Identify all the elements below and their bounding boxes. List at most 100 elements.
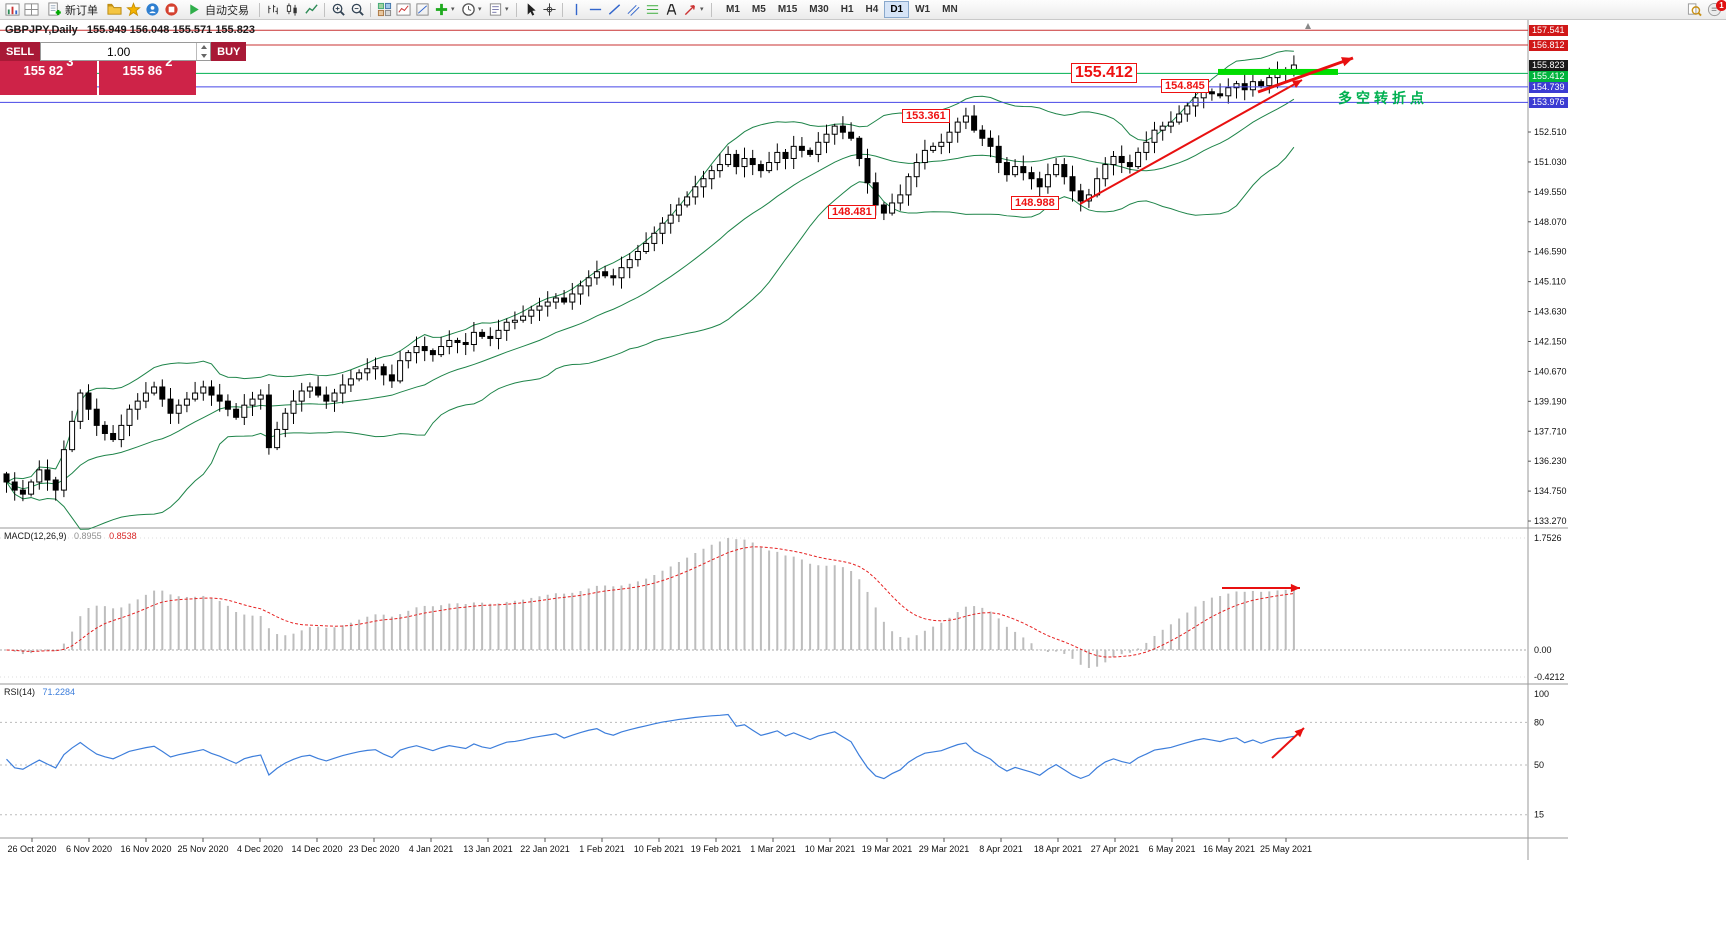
trendline-icon[interactable] bbox=[605, 2, 623, 18]
svg-text:134.750: 134.750 bbox=[1534, 486, 1567, 496]
volume-field bbox=[40, 42, 212, 61]
svg-text:1 Mar 2021: 1 Mar 2021 bbox=[750, 844, 796, 854]
svg-text:22 Jan 2021: 22 Jan 2021 bbox=[520, 844, 570, 854]
zoom-out-icon[interactable] bbox=[348, 2, 366, 18]
toolbar-right: 1 bbox=[1685, 0, 1726, 18]
bid-price[interactable]: 155 82 3 bbox=[0, 54, 97, 95]
volume-input[interactable] bbox=[41, 43, 197, 60]
svg-text:19 Mar 2021: 19 Mar 2021 bbox=[862, 844, 913, 854]
svg-text:80: 80 bbox=[1534, 717, 1544, 727]
community-icon[interactable] bbox=[143, 2, 161, 18]
hline-icon[interactable] bbox=[586, 2, 604, 18]
annotation-note: 多空转折点 bbox=[1338, 91, 1428, 107]
fibo-icon[interactable] bbox=[643, 2, 661, 18]
timeframe-m1[interactable]: M1 bbox=[726, 4, 740, 15]
toolbar-separator bbox=[370, 2, 371, 17]
price-annotation: 148.988 bbox=[1011, 196, 1059, 211]
axis-price-tag: 155.412 bbox=[1529, 70, 1568, 82]
zoom-in-icon[interactable] bbox=[329, 2, 347, 18]
svg-text:4 Jan 2021: 4 Jan 2021 bbox=[409, 844, 454, 854]
svg-text:15: 15 bbox=[1534, 810, 1544, 820]
axis-price-tag: 157.541 bbox=[1529, 24, 1568, 36]
bid-base: 155 82 bbox=[23, 63, 64, 78]
volume-stepper[interactable] bbox=[196, 43, 210, 60]
tile-windows-icon[interactable] bbox=[375, 2, 393, 18]
toolbar-separator bbox=[562, 2, 563, 17]
bars-chart-icon[interactable] bbox=[264, 2, 282, 18]
channel-icon[interactable] bbox=[624, 2, 642, 18]
chart-title: GBPJPY,Daily 155.949 156.048 155.571 155… bbox=[5, 24, 255, 36]
arrow-tools-icon[interactable] bbox=[681, 2, 699, 18]
autotrade-label: 自动交易 bbox=[205, 3, 249, 17]
cursor-icon[interactable] bbox=[521, 2, 539, 18]
volume-up-icon[interactable] bbox=[197, 43, 210, 52]
crosshair-icon[interactable] bbox=[540, 2, 558, 18]
add-indicator-icon[interactable] bbox=[432, 2, 450, 18]
svg-text:27 Apr 2021: 27 Apr 2021 bbox=[1091, 844, 1140, 854]
volume-down-icon[interactable] bbox=[197, 52, 210, 61]
period-icon[interactable] bbox=[459, 2, 477, 18]
svg-text:140.670: 140.670 bbox=[1534, 366, 1567, 376]
timeframe-mn[interactable]: MN bbox=[942, 4, 958, 15]
toolbar-separator bbox=[516, 2, 517, 17]
sell-button[interactable]: SELL bbox=[0, 42, 41, 61]
symbol-period-label: GBPJPY,Daily bbox=[5, 24, 78, 36]
favorites-icon[interactable] bbox=[124, 2, 142, 18]
svg-text:145.110: 145.110 bbox=[1534, 277, 1566, 287]
one-click-trading-panel: SELL BUY 155 823 155 862 bbox=[0, 42, 247, 95]
text-icon[interactable] bbox=[662, 2, 680, 18]
new-order-icon bbox=[47, 2, 62, 18]
price-annotation: 155.412 bbox=[1071, 63, 1137, 83]
new-order-button[interactable]: 新订单 bbox=[41, 1, 104, 19]
axis-price-tag: 153.976 bbox=[1529, 96, 1568, 108]
autotrade-button[interactable]: 自动交易 bbox=[181, 1, 255, 19]
candles-chart-icon[interactable] bbox=[283, 2, 301, 18]
timeframe-h1[interactable]: H1 bbox=[840, 4, 854, 15]
svg-text:26 Oct 2020: 26 Oct 2020 bbox=[7, 844, 56, 854]
ask-price[interactable]: 155 86 2 bbox=[99, 54, 196, 95]
toolbar-separator bbox=[711, 2, 712, 17]
toolbar-separator bbox=[324, 2, 325, 17]
timeframe-m15[interactable]: M15 bbox=[777, 4, 798, 15]
svg-text:143.630: 143.630 bbox=[1534, 307, 1567, 317]
profile-icon[interactable] bbox=[22, 2, 40, 18]
dropdown-caret-icon[interactable]: ▾ bbox=[451, 5, 455, 13]
templates-icon[interactable] bbox=[486, 2, 504, 18]
dropdown-caret-icon[interactable]: ▾ bbox=[478, 5, 482, 13]
svg-text:1.7526: 1.7526 bbox=[1534, 533, 1562, 543]
svg-text:19 Feb 2021: 19 Feb 2021 bbox=[691, 844, 742, 854]
svg-text:13 Jan 2021: 13 Jan 2021 bbox=[463, 844, 513, 854]
svg-text:18 Apr 2021: 18 Apr 2021 bbox=[1034, 844, 1083, 854]
svg-text:136.230: 136.230 bbox=[1534, 456, 1567, 466]
chat-icon[interactable]: 1 bbox=[1705, 0, 1726, 18]
price-annotation: 148.481 bbox=[828, 205, 876, 220]
timeframe-m5[interactable]: M5 bbox=[751, 4, 766, 15]
svg-text:148.070: 148.070 bbox=[1534, 217, 1567, 227]
play-icon bbox=[187, 2, 202, 18]
svg-text:6 May 2021: 6 May 2021 bbox=[1148, 844, 1195, 854]
dropdown-caret-icon[interactable]: ▾ bbox=[700, 5, 704, 13]
svg-text:10 Feb 2021: 10 Feb 2021 bbox=[634, 844, 685, 854]
mql5-icon[interactable] bbox=[162, 2, 180, 18]
buy-button[interactable]: BUY bbox=[211, 42, 247, 61]
timeframe-d1[interactable]: D1 bbox=[884, 1, 910, 18]
svg-text:25 May 2021: 25 May 2021 bbox=[1260, 844, 1312, 854]
line-chart-icon[interactable] bbox=[302, 2, 320, 18]
vline-icon[interactable] bbox=[567, 2, 585, 18]
timeframe-m30[interactable]: M30 bbox=[809, 4, 829, 15]
dropdown-caret-icon[interactable]: ▾ bbox=[505, 5, 509, 13]
timeframe-h4[interactable]: H4 bbox=[865, 4, 879, 15]
axis-price-tag: 156.812 bbox=[1529, 39, 1568, 51]
timeframe-w1[interactable]: W1 bbox=[915, 4, 931, 15]
svg-text:8 Apr 2021: 8 Apr 2021 bbox=[979, 844, 1023, 854]
chart-canvas[interactable]: 152.510 151.030 149.550 148.070 146.590 145.1… bbox=[0, 20, 1568, 943]
folder-icon[interactable] bbox=[105, 2, 123, 18]
charts-icon[interactable] bbox=[3, 2, 21, 18]
ask-sup: 2 bbox=[165, 54, 173, 69]
rsi-value: 71.2284 bbox=[42, 687, 76, 697]
svg-text:0.00: 0.00 bbox=[1534, 645, 1552, 655]
axis-price-tag: 155.823 bbox=[1529, 59, 1568, 71]
objects-list-icon[interactable] bbox=[413, 2, 431, 18]
indicator-list-icon[interactable] bbox=[394, 2, 412, 18]
search-icon[interactable] bbox=[1685, 2, 1703, 18]
